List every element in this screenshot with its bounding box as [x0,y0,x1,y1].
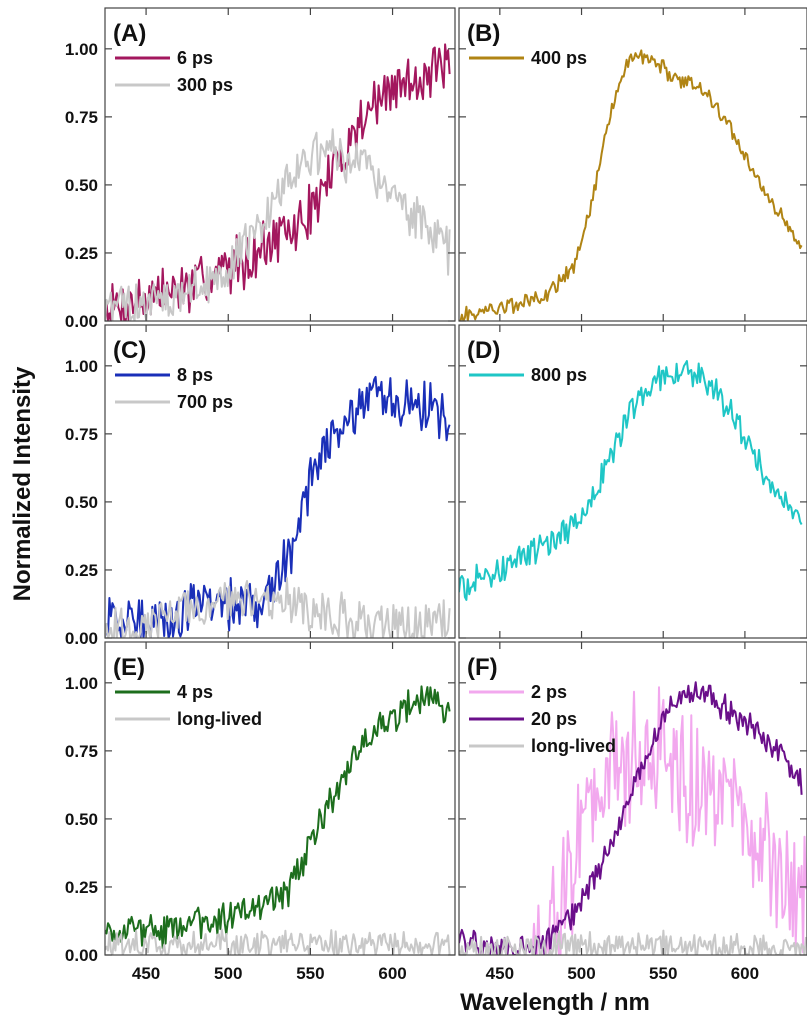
panel-frame [104,641,456,956]
x-tick-label: 600 [731,964,759,983]
panel-0: 0.00 0.25 0.50 0.75 1.00 (A) 6 ps 300 ps [65,7,456,331]
x-axis-title: Wavelength / nm [460,989,650,1016]
legend-label: 400 ps [531,48,587,68]
y-tick-label: 1.00 [65,674,98,693]
legend-label: long-lived [177,709,262,729]
y-tick-label: 0.50 [65,810,98,829]
panel-frame [104,7,456,322]
panel-2: 0.00 0.25 0.50 0.75 1.00 (C) 8 ps 700 ps [65,324,456,648]
x-tick-label: 550 [296,964,324,983]
legend-label: 6 ps [177,48,213,68]
panel-label: (F) [467,654,498,681]
panel-4: 450 500 550 600 0.00 0.25 0.50 0.75 1.00 (E) 4 ps l… [65,641,456,983]
panel-1: (B) 400 ps [458,7,807,322]
y-tick-label: 1.00 [65,357,98,376]
panels-group: 0.00 0.25 0.50 0.75 1.00 (A) 6 ps 300 ps (B) 400 … [65,7,807,983]
y-tick-label: 0.75 [65,108,98,127]
legend-label: 20 ps [531,709,577,729]
panel-5: 450 500 550 600 (F) 2 ps 20 ps long-lived [458,641,807,983]
series-line [105,375,451,638]
y-tick-label: 0.75 [65,742,98,761]
panel-label: (D) [467,337,500,364]
y-tick-label: 1.00 [65,40,98,59]
x-tick-label: 550 [649,964,677,983]
panel-frame [104,324,456,639]
series-line [105,928,451,955]
legend-label: 2 ps [531,682,567,702]
series-line [531,686,807,955]
series-line [459,681,803,955]
y-tick-label: 0.00 [65,629,98,648]
x-tick-label: 450 [486,964,514,983]
panel-frame [458,641,807,956]
legend-label: 800 ps [531,365,587,385]
x-tick-label: 600 [378,964,406,983]
x-tick-label: 500 [214,964,242,983]
x-tick-label: 500 [567,964,595,983]
y-tick-label: 0.25 [65,244,98,263]
y-tick-label: 0.25 [65,878,98,897]
x-tick-label: 450 [132,964,160,983]
legend-label: 8 ps [177,365,213,385]
panel-3: (D) 800 ps [458,324,807,639]
y-tick-label: 0.25 [65,561,98,580]
y-tick-label: 0.50 [65,176,98,195]
panel-label: (A) [113,20,146,47]
y-axis-title: Normalized Intensity [9,366,36,601]
y-tick-label: 0.00 [65,946,98,965]
series-line [105,128,451,321]
panel-label: (B) [467,20,500,47]
panel-label: (E) [113,654,145,681]
legend-label: 700 ps [177,392,233,412]
y-tick-label: 0.50 [65,493,98,512]
legend-label: 4 ps [177,682,213,702]
legend-label: 300 ps [177,75,233,95]
panel-label: (C) [113,337,146,364]
series-line [459,929,807,955]
series-line [459,360,803,601]
series-line [105,577,451,638]
legend-label: long-lived [531,736,616,756]
panel-frame [458,7,807,322]
series-line [105,43,451,321]
series-line [105,685,451,950]
panel-frame [458,324,807,639]
y-tick-label: 0.00 [65,312,98,331]
series-line [459,49,803,321]
y-tick-label: 0.75 [65,425,98,444]
